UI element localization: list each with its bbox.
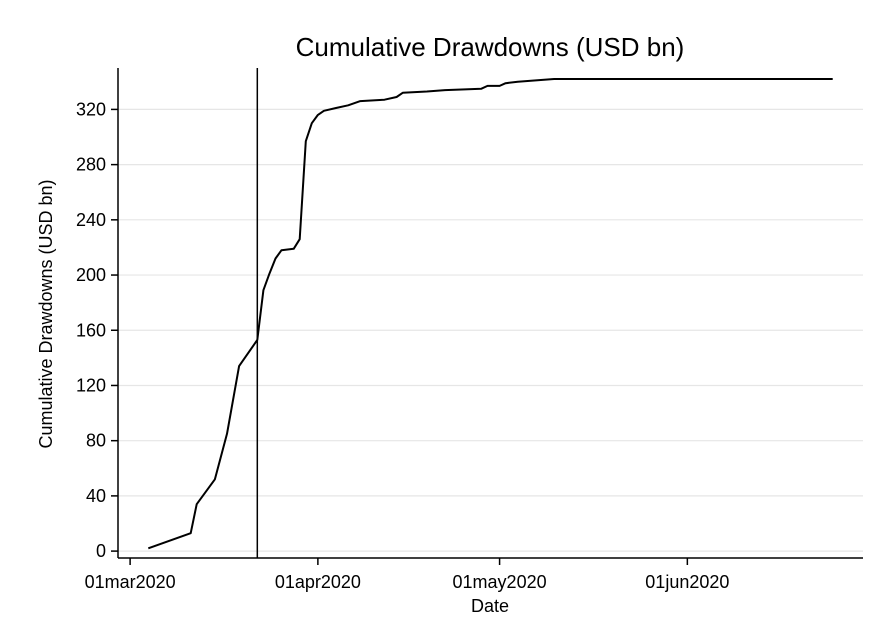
x-axis-label: Date [471,596,509,616]
y-tick-label-280: 280 [76,155,106,175]
y-ticks: 0 40 80 120 160 200 240 280 320 [76,99,118,561]
y-axis-label: Cumulative Drawdowns (USD bn) [36,179,56,448]
series-layer [147,78,833,550]
y-tick-label-160: 160 [76,320,106,340]
y-tick-label-320: 320 [76,99,106,119]
x-tick-label-3: 01jun2020 [645,572,729,592]
y-tick-label-240: 240 [76,210,106,230]
x-ticks: 01mar2020 01apr2020 01may2020 01jun2020 [85,558,729,592]
x-tick-label-0: 01mar2020 [85,572,176,592]
grid-layer [118,108,863,552]
x-tick-label-2: 01may2020 [453,572,547,592]
x-tick-label-1: 01apr2020 [275,572,361,592]
y-tick-label-40: 40 [86,486,106,506]
axes [117,68,863,559]
y-tick-label-80: 80 [86,431,106,451]
series-line-0 [147,78,833,550]
y-tick-label-120: 120 [76,375,106,395]
y-tick-label-0: 0 [96,541,106,561]
chart-title: Cumulative Drawdowns (USD bn) [296,32,685,62]
y-tick-label-200: 200 [76,265,106,285]
